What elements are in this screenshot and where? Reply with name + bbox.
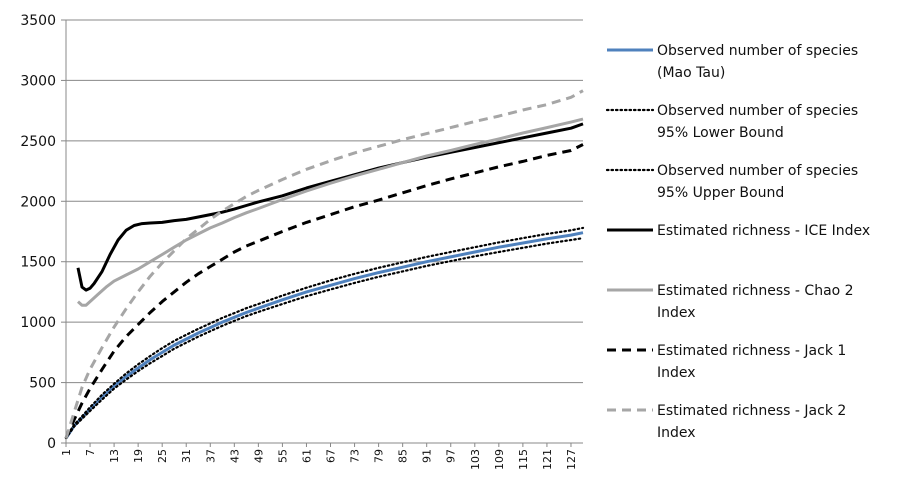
y-tick-label: 1000: [20, 315, 56, 331]
x-tick-label: 19: [132, 449, 145, 463]
y-tick-label: 500: [29, 376, 56, 392]
x-tick-label: 67: [325, 449, 338, 463]
legend-label: Index: [657, 305, 696, 321]
x-tick-label: 115: [517, 449, 530, 470]
x-tick-label: 91: [421, 449, 434, 463]
x-tick-label: 55: [276, 449, 289, 463]
series-line-1: [64, 231, 584, 440]
gridlines: [61, 19, 583, 444]
legend: Observed number of species (Mao Tau) Obser…: [605, 43, 870, 441]
x-tick-labels: 1 7 13 19 25 31 37 43 49 55 61 67 73 79 85 91 97 103 109 11…: [60, 443, 578, 470]
x-tick-label: 127: [565, 449, 578, 470]
legend-label: (Mao Tau): [657, 65, 725, 81]
series-line-7: [64, 89, 584, 439]
x-tick-label: 61: [300, 449, 313, 463]
series-line-2: [64, 237, 585, 440]
legend-label: Estimated richness - ICE Index: [657, 223, 870, 239]
x-tick-label: 109: [493, 449, 506, 470]
series-lines: [64, 89, 585, 440]
legend-label: 95% Upper Bound: [657, 185, 784, 201]
x-tick-label: 1: [60, 449, 73, 456]
y-tick-labels: 0 500 1000 1500 2000 2500 3000 3500: [20, 13, 56, 452]
series-line-5: [76, 117, 584, 307]
legend-label: Observed number of species: [657, 103, 858, 119]
axes: [65, 20, 583, 444]
y-tick-label: 2000: [20, 194, 56, 210]
legend-label: Index: [657, 365, 696, 381]
legend-label: Estimated richness - Chao 2: [657, 283, 854, 299]
y-tick-label: 0: [47, 436, 56, 452]
x-tick-label: 7: [84, 449, 97, 456]
x-tick-label: 73: [349, 449, 362, 463]
legend-label: Observed number of species: [657, 43, 858, 59]
legend-label: 95% Lower Bound: [657, 125, 784, 141]
x-tick-label: 97: [445, 449, 458, 463]
x-tick-label: 37: [204, 449, 217, 463]
y-tick-label: 1500: [20, 255, 56, 271]
x-tick-label: 43: [228, 449, 241, 463]
series-line-6: [64, 143, 584, 439]
x-tick-label: 31: [180, 449, 193, 463]
series-line-3: [64, 226, 585, 439]
x-tick-label: 121: [541, 449, 554, 470]
series-line-4: [76, 122, 584, 292]
legend-label: Index: [657, 425, 696, 441]
x-tick-label: 13: [108, 449, 121, 463]
y-tick-label: 3500: [20, 13, 56, 29]
legend-label: Observed number of species: [657, 163, 858, 179]
x-tick-label: 103: [469, 449, 482, 470]
legend-label: Estimated richness - Jack 1: [657, 343, 846, 359]
y-tick-label: 3000: [20, 73, 56, 89]
x-tick-label: 85: [397, 449, 410, 463]
legend-label: Estimated richness - Jack 2: [657, 403, 846, 419]
x-tick-label: 49: [252, 449, 265, 463]
x-tick-label: 25: [156, 449, 169, 463]
y-tick-label: 2500: [20, 134, 56, 150]
x-tick-label: 79: [373, 449, 386, 463]
